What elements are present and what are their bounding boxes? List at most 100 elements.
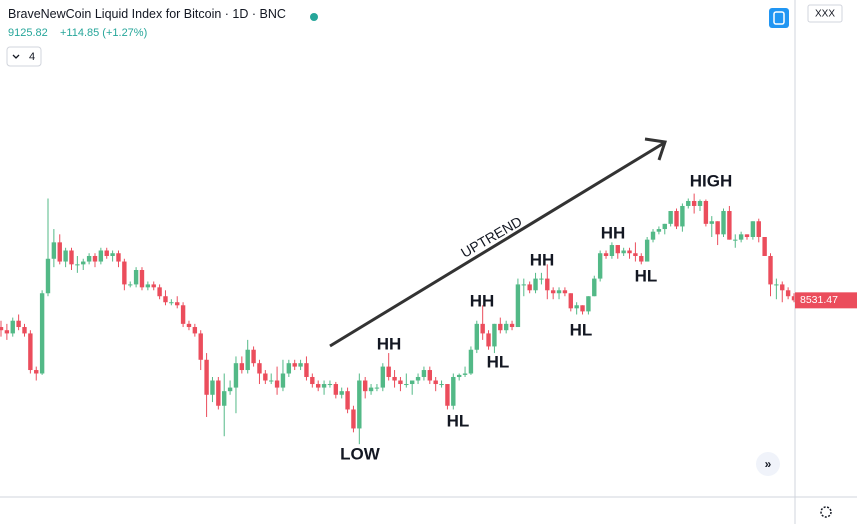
annotation: HL	[447, 411, 470, 430]
candle-body	[697, 200, 703, 206]
candle-body	[257, 363, 262, 374]
candle-body	[445, 384, 450, 406]
candle-body	[668, 211, 673, 224]
candle-body	[128, 284, 133, 286]
candle-body	[639, 255, 644, 262]
candle-body	[609, 245, 615, 256]
candle-body	[192, 327, 198, 334]
button-icon	[773, 11, 785, 25]
candle-body	[427, 370, 433, 381]
candle-body	[509, 323, 515, 328]
candle-body	[586, 296, 591, 312]
candle-body	[222, 391, 227, 406]
candle-body	[245, 349, 250, 371]
candle-body	[462, 373, 468, 375]
candles	[0, 193, 797, 445]
settings-icon[interactable]	[820, 506, 832, 518]
candle-body	[686, 200, 691, 206]
candle-body	[0, 327, 4, 331]
candle-body	[345, 391, 350, 410]
candle-body	[474, 323, 479, 350]
last-price: 9125.82	[8, 27, 48, 39]
candle-body	[374, 387, 380, 389]
candle-body	[110, 253, 115, 256]
candle-body	[539, 278, 544, 280]
candle-body	[780, 284, 785, 291]
chevron	[12, 54, 20, 59]
candle-body	[633, 253, 638, 256]
annotation: HL	[570, 320, 593, 339]
candle-body	[568, 293, 573, 309]
candle-body	[81, 261, 86, 265]
candle-body	[398, 380, 403, 385]
status-dot	[310, 13, 318, 21]
candle-body	[744, 234, 750, 237]
candle-body	[574, 305, 579, 309]
candle-body	[45, 258, 51, 294]
candle-body	[503, 323, 509, 331]
price-change: +114.85 (+1.27%)	[60, 27, 147, 39]
candle-body	[321, 384, 327, 388]
candle-body	[650, 231, 656, 240]
candle-body	[139, 269, 145, 288]
candle-body	[421, 370, 427, 377]
candle-body	[169, 302, 174, 304]
annotation: HH	[470, 291, 495, 310]
candle-body	[16, 320, 21, 328]
compare-button[interactable]	[769, 8, 789, 28]
candle-body	[210, 380, 215, 395]
indicator-count: 4	[29, 51, 35, 63]
candle-body	[791, 296, 797, 301]
last-price-label: 8531.47	[800, 294, 838, 306]
candle-body	[721, 211, 726, 235]
candle-body	[69, 250, 74, 265]
candle-body	[750, 221, 756, 237]
candle-body	[251, 349, 256, 364]
candle-body	[22, 327, 27, 334]
candle-body	[621, 250, 626, 254]
trend-arrow	[329, 141, 665, 348]
candle-body	[768, 255, 773, 285]
candle-body	[556, 290, 562, 294]
last-price-box	[795, 292, 857, 309]
candle-body	[351, 409, 356, 429]
scroll-button[interactable]	[756, 452, 780, 476]
symbol-box	[807, 4, 843, 23]
candle-body	[656, 229, 662, 232]
annotation: HH	[601, 223, 626, 242]
candle-body	[709, 221, 714, 224]
candle-body	[28, 333, 33, 371]
indicator-toggle[interactable]	[6, 46, 42, 67]
arrow-head	[644, 137, 667, 161]
annotation: HL	[487, 352, 510, 371]
annotation: HH	[530, 250, 555, 269]
candle-body	[785, 290, 791, 297]
candle-body	[562, 290, 568, 294]
candle-body	[603, 253, 609, 256]
candle-body	[339, 391, 344, 395]
candle-body	[451, 376, 456, 406]
candle-body	[145, 284, 151, 288]
candle-body	[292, 363, 297, 367]
candle-body	[533, 278, 538, 291]
candle-body	[4, 330, 10, 334]
candle-body	[75, 264, 80, 266]
candle-body	[580, 305, 585, 312]
candle-body	[380, 366, 386, 388]
candle-body	[386, 366, 391, 377]
candle-body	[680, 205, 685, 227]
candle-body	[180, 305, 186, 324]
candle-body	[415, 376, 421, 381]
candle-body	[727, 211, 732, 240]
candle-body	[521, 284, 526, 286]
candle-body	[116, 253, 121, 262]
candle-body	[263, 373, 268, 381]
candle-body	[545, 278, 550, 291]
candle-body	[39, 293, 45, 374]
candle-body	[122, 261, 127, 285]
candle-body	[627, 250, 632, 254]
candle-body	[63, 250, 68, 262]
candle-body	[57, 242, 62, 262]
axes: 8531.47	[795, 292, 857, 309]
